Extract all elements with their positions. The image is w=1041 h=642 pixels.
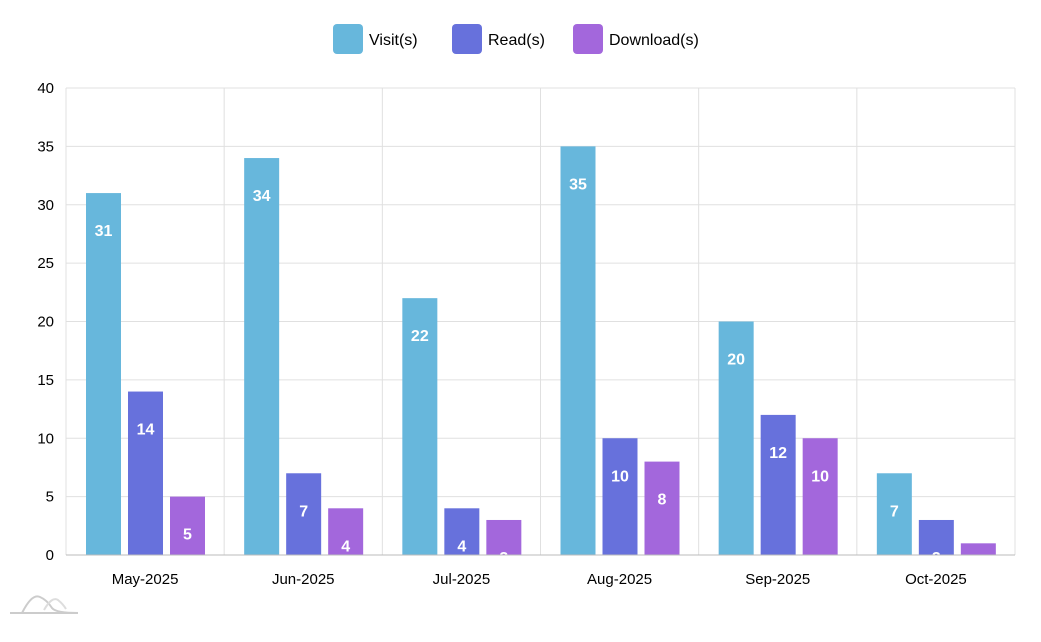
- x-tick-label: May-2025: [112, 571, 179, 588]
- bar-downloads[interactable]: [802, 438, 838, 555]
- bar-value-label: 4: [341, 538, 350, 555]
- bar-downloads[interactable]: [486, 519, 522, 555]
- bar-value-label: 12: [769, 445, 787, 462]
- bar-value-label: 7: [299, 503, 308, 520]
- bar-visits[interactable]: [718, 321, 754, 556]
- bar-downloads[interactable]: [960, 543, 996, 555]
- legend-item[interactable]: Visit(s): [333, 24, 418, 54]
- bar-visits[interactable]: [876, 473, 912, 555]
- bar-value-label: 10: [611, 468, 629, 485]
- bar-downloads[interactable]: [328, 508, 364, 555]
- y-tick-label: 15: [37, 372, 54, 389]
- bar-value-label: 7: [890, 503, 899, 520]
- bar-downloads[interactable]: [170, 496, 205, 555]
- bar-downloads[interactable]: [644, 461, 680, 555]
- x-tick-label: Jul-2025: [433, 571, 491, 588]
- bar-value-label: 31: [95, 223, 113, 240]
- y-tick-label: 20: [37, 314, 54, 331]
- legend-label: Read(s): [488, 32, 545, 49]
- amcharts-logo-icon: [10, 595, 79, 614]
- legend-label: Download(s): [609, 32, 699, 49]
- bar-value-label: 3: [499, 550, 508, 567]
- legend-swatch: [573, 24, 603, 54]
- bar-reads[interactable]: [602, 438, 638, 555]
- y-tick-label: 0: [46, 547, 54, 564]
- y-tick-label: 35: [37, 138, 54, 155]
- bar-reads[interactable]: [918, 519, 954, 555]
- y-tick-label: 25: [37, 255, 54, 272]
- bar-value-label: 4: [457, 538, 466, 555]
- legend-item[interactable]: Download(s): [573, 24, 699, 54]
- y-tick-label: 30: [37, 197, 54, 214]
- bar-visits[interactable]: [86, 193, 121, 555]
- x-tick-label: Jun-2025: [272, 571, 335, 588]
- bar-value-label: 5: [183, 527, 192, 544]
- bars: [86, 146, 996, 556]
- legend-item[interactable]: Read(s): [452, 24, 545, 54]
- bar-value-label: 10: [811, 468, 829, 485]
- bar-value-label: 20: [727, 352, 745, 369]
- y-tick-label: 5: [46, 489, 54, 506]
- bar-value-label: 34: [253, 188, 271, 205]
- bar-value-label: 14: [137, 422, 155, 439]
- legend: Visit(s) Read(s) Download(s): [333, 24, 699, 54]
- bar-reads[interactable]: [444, 508, 480, 555]
- bar-visits[interactable]: [244, 158, 280, 556]
- x-tick-label: Aug-2025: [587, 571, 652, 588]
- bar-reads[interactable]: [286, 473, 322, 555]
- y-tick-label: 40: [37, 80, 54, 97]
- bar-reads[interactable]: [128, 391, 163, 555]
- bar-visits[interactable]: [560, 146, 596, 555]
- bar-value-label: 3: [932, 550, 941, 567]
- x-tick-label: Sep-2025: [745, 571, 810, 588]
- x-tick-label: Oct-2025: [905, 571, 967, 588]
- legend-swatch: [333, 24, 363, 54]
- bar-reads[interactable]: [760, 414, 796, 555]
- legend-label: Visit(s): [369, 32, 418, 49]
- bar-value-label: 22: [411, 328, 429, 345]
- bar-value-label: 35: [569, 176, 587, 193]
- bar-value-label: 8: [658, 492, 667, 509]
- legend-swatch: [452, 24, 482, 54]
- bar-visits[interactable]: [402, 298, 438, 555]
- data-labels: 31 14 5 34 7 4 22 4 3 35 10 8 20 12 10 7 3: [95, 176, 941, 567]
- grid: [65, 87, 1016, 556]
- y-tick-label: 10: [37, 430, 54, 447]
